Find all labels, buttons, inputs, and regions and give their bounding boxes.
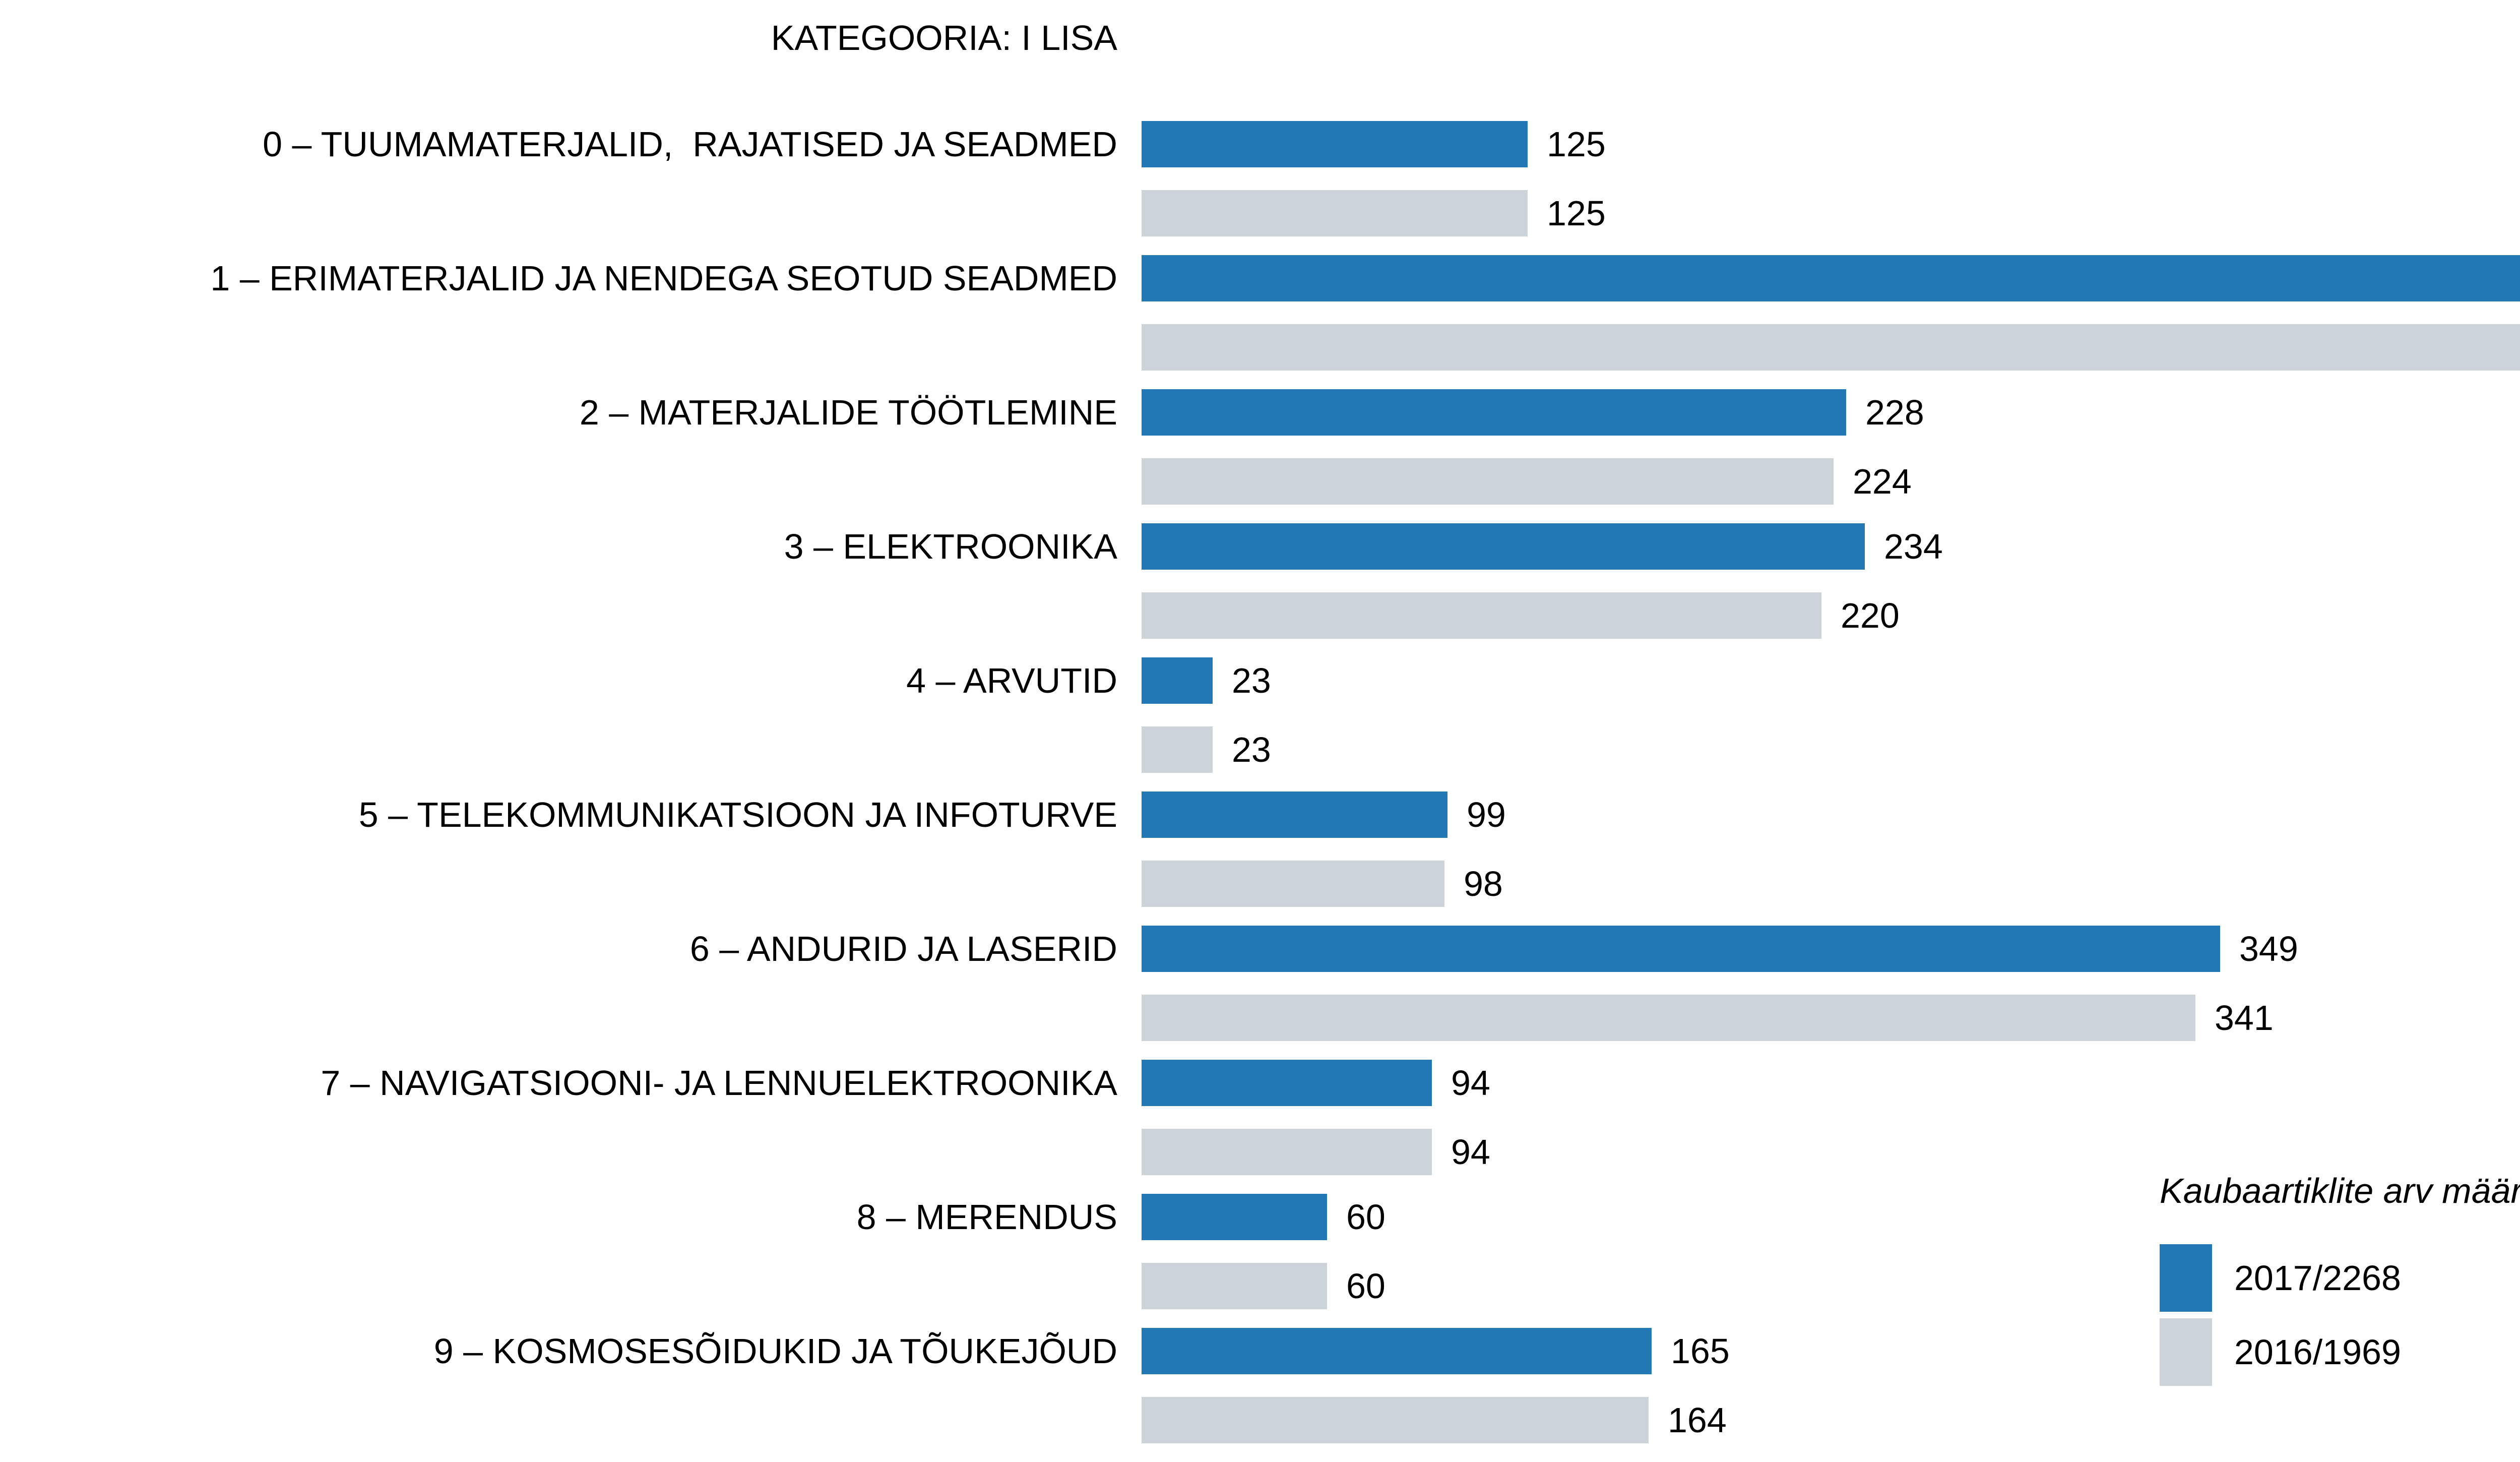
value-label: 23 [1232,730,1271,769]
value-label: 234 [1884,527,1943,566]
bars-area: 0 – TUUMAMATERJALID, RAJATISED JA SEADME… [0,121,2520,1462]
value-label: 224 [1853,462,1912,501]
bar-row: 465 [0,324,2520,371]
legend-label-2016-1969: 2016/1969 [2234,1332,2401,1372]
category-group: 9 – KOSMOSESÕIDUKID JA TÕUKEJÕUD 165 164 [0,1328,2520,1443]
legend-swatch-2017-2268-icon [2160,1244,2212,1312]
category-group: 7 – NAVIGATSIOONI- JA LENNUELEKTROONIKA 9… [0,1060,2520,1175]
bar-row: 125 [0,190,2520,236]
category-label: 0 – TUUMAMATERJALID, RAJATISED JA SEADME… [263,125,1117,164]
value-label: 23 [1232,661,1271,700]
chart-title: KATEGOORIA: I LISA [771,18,1117,57]
value-label: 99 [1467,795,1506,834]
category-label: 6 – ANDURID JA LASERID [689,929,1117,968]
bar-2017-2268 [1142,657,1213,704]
value-label: 165 [1671,1331,1730,1371]
bar-2017-2268 [1142,926,2220,972]
bar-2016-1969 [1142,861,1444,907]
bar-row: 341 [0,995,2520,1041]
category-group: 5 – TELEKOMMUNIKATSIOON JA INFOTURVE 99 98 [0,791,2520,907]
category-label: 8 – MERENDUS [856,1197,1117,1237]
bar-row: 3 – ELEKTROONIKA 234 [0,523,2520,570]
legend-swatch-2016-1969-icon [2160,1318,2212,1386]
bar-row: 6 – ANDURID JA LASERID 349 [0,926,2520,972]
category-label: 2 – MATERJALIDE TÖÖTLEMINE [579,393,1117,432]
bar-row: 2 – MATERJALIDE TÖÖTLEMINE 228 [0,389,2520,436]
bar-2016-1969 [1142,1129,1432,1175]
bar-2016-1969 [1142,190,1528,236]
bar-row: 5 – TELEKOMMUNIKATSIOON JA INFOTURVE 99 [0,791,2520,838]
bar-2016-1969 [1142,592,1821,639]
value-label: 164 [1668,1400,1727,1440]
legend: Kaubaartiklite arv määruses 2017/2268 20… [2160,1171,2520,1386]
category-label: 7 – NAVIGATSIOONI- JA LENNUELEKTROONIKA [321,1063,1117,1103]
bar-2017-2268 [1142,1328,1652,1374]
bar-row: 0 – TUUMAMATERJALID, RAJATISED JA SEADME… [0,121,2520,167]
value-label: 94 [1451,1132,1490,1172]
category-label: 4 – ARVUTID [906,661,1117,700]
category-label: 9 – KOSMOSESÕIDUKID JA TÕUKEJÕUD [433,1331,1117,1371]
bar-row: 1 – ERIMATERJALID JA NENDEGA SEOTUD SEAD… [0,255,2520,301]
value-label: 60 [1346,1197,1385,1237]
value-label: 349 [2239,929,2298,968]
legend-label-2017-2268: 2017/2268 [2234,1258,2401,1298]
bar-row: 9 – KOSMOSESÕIDUKID JA TÕUKEJÕUD 165 [0,1328,2520,1374]
legend-item-2016-1969: 2016/1969 [2160,1318,2520,1386]
category-group: 6 – ANDURID JA LASERID 349 341 [0,926,2520,1041]
value-label: 98 [1464,864,1503,903]
bar-row: 94 [0,1129,2520,1175]
category-group: 8 – MERENDUS 60 60 [0,1194,2520,1309]
category-label: 3 – ELEKTROONIKA [784,527,1117,566]
bar-row: 164 [0,1397,2520,1443]
bar-row: 60 [0,1263,2520,1309]
bar-2016-1969 [1142,726,1213,773]
value-label: 125 [1547,125,1606,164]
bar-2016-1969 [1142,995,2195,1041]
bar-row: 4 – ARVUTID 23 [0,657,2520,704]
legend-item-2017-2268: 2017/2268 [2160,1244,2520,1312]
bar-row: 7 – NAVIGATSIOONI- JA LENNUELEKTROONIKA 9… [0,1060,2520,1106]
legend-title: Kaubaartiklite arv määruses [2160,1171,2520,1210]
value-label: 125 [1547,194,1606,233]
bar-row: 98 [0,861,2520,907]
category-group: 3 – ELEKTROONIKA 234 220 [0,523,2520,639]
bar-2017-2268 [1142,523,1865,570]
bar-2016-1969 [1142,1397,1649,1443]
bar-row: 220 [0,592,2520,639]
value-label: 60 [1346,1266,1385,1306]
bar-row: 224 [0,458,2520,505]
bar-2016-1969 [1142,324,2520,371]
category-label: 5 – TELEKOMMUNIKATSIOON JA INFOTURVE [358,795,1117,834]
bar-2017-2268 [1142,791,1447,838]
bar-2016-1969 [1142,1263,1327,1309]
bar-2017-2268 [1142,1060,1432,1106]
bar-2016-1969 [1142,458,1834,505]
value-label: 94 [1451,1063,1490,1103]
category-group: 4 – ARVUTID 23 23 [0,657,2520,773]
bar-2017-2268 [1142,1194,1327,1240]
bar-row: 23 [0,726,2520,773]
category-group: 0 – TUUMAMATERJALID, RAJATISED JA SEADME… [0,121,2520,236]
category-label: 1 – ERIMATERJALID JA NENDEGA SEOTUD SEAD… [210,259,1117,298]
bar-2017-2268 [1142,389,1846,436]
category-group: 2 – MATERJALIDE TÖÖTLEMINE 228 224 [0,389,2520,505]
category-group: 1 – ERIMATERJALID JA NENDEGA SEOTUD SEAD… [0,255,2520,371]
bar-2017-2268 [1142,255,2520,301]
value-label: 341 [2215,998,2274,1038]
bar-row: 8 – MERENDUS 60 [0,1194,2520,1240]
value-label: 220 [1841,596,1900,635]
bar-2017-2268 [1142,121,1528,167]
value-label: 228 [1865,393,1924,432]
